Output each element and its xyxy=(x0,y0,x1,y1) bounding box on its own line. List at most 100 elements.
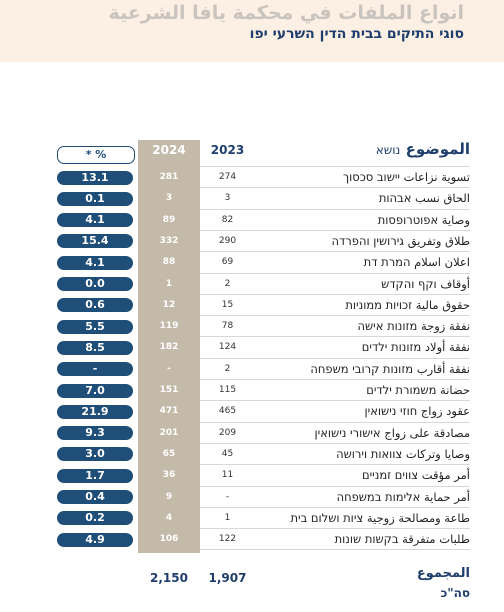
percent-pill: 15.4 xyxy=(57,234,133,249)
value-2024: 182 xyxy=(159,342,179,353)
percent-pill: 4.9 xyxy=(57,532,133,547)
value-2023: 78 xyxy=(221,321,234,332)
total-2023: 1,907 xyxy=(208,571,247,585)
value-2024: - xyxy=(167,363,171,374)
value-2024: 12 xyxy=(162,299,176,310)
value-2023: 69 xyxy=(221,257,234,268)
subject: نفقة زوجة מזונות אישה xyxy=(357,319,471,334)
percent-pill: 0.0 xyxy=(57,277,133,291)
subject: نفقة أقارب מזונות קרובי משפחה xyxy=(310,361,470,376)
row-separator xyxy=(200,485,470,487)
percent-pill: 4.1 xyxy=(57,213,133,228)
value-2024: 4 xyxy=(165,512,173,523)
row-separator xyxy=(200,506,470,508)
subject: نفقة أولاد מזונות ילדים xyxy=(361,340,470,355)
percent-pill: 4.1 xyxy=(57,255,133,270)
value-2023: 11 xyxy=(221,470,234,481)
percent-pill: 21.9 xyxy=(57,404,133,419)
row-separator xyxy=(200,293,470,295)
value-2024: 9 xyxy=(165,491,173,502)
value-2023: 2 xyxy=(224,278,231,289)
subject: وصايا وتركات צוואות וירושה xyxy=(336,446,470,461)
value-2024: 281 xyxy=(159,172,179,182)
subject: مصادقة على زواج אישורי נישואין xyxy=(314,425,470,440)
percent-pill: 9.3 xyxy=(57,426,133,441)
row-separator xyxy=(200,528,470,530)
row-separator xyxy=(200,251,470,253)
value-2024: 36 xyxy=(162,470,176,481)
value-2023: - xyxy=(225,491,230,502)
percent-pill: - xyxy=(57,362,133,377)
col-header: 2023 xyxy=(210,143,245,157)
row-separator xyxy=(200,400,470,402)
value-2023: 82 xyxy=(221,214,234,225)
row-separator xyxy=(200,464,470,466)
percent-pill: 5.5 xyxy=(57,319,133,334)
value-2023: 2 xyxy=(224,363,231,374)
value-2023: 3 xyxy=(224,193,231,204)
value-2024: 65 xyxy=(162,448,176,459)
subject: أمر حماية אלימות במשפחה xyxy=(336,489,470,504)
value-2024: 89 xyxy=(162,214,176,225)
value-2023: 209 xyxy=(218,427,237,438)
total-label-ar: المجموع xyxy=(416,566,470,581)
value-2023: 465 xyxy=(218,406,237,417)
subtitle: סוגי התיקים בבית הדין השרעי יפו xyxy=(249,26,464,42)
total-label-he: סה"כ xyxy=(440,586,470,600)
percent-pill: 0.6 xyxy=(57,298,133,313)
value-2024: 151 xyxy=(159,385,179,395)
value-2024: 88 xyxy=(162,257,176,268)
percent-header: * % xyxy=(57,146,135,164)
subject: حقوق مالية זכויות ממוניות xyxy=(345,297,470,312)
value-2023: 124 xyxy=(218,342,237,353)
row-separator xyxy=(200,379,470,380)
subject: اعلان اسلام המרת דת xyxy=(363,255,470,270)
value-2023: 115 xyxy=(218,385,237,395)
percent-pill: 0.4 xyxy=(57,490,133,504)
value-2024: 106 xyxy=(159,534,179,545)
row-separator xyxy=(200,421,470,423)
subject: طاعة ومصالحة زوجية ציות ושלום בית xyxy=(290,510,470,525)
col-header-ar: الموضوع xyxy=(405,140,470,158)
row-separator xyxy=(200,166,470,167)
value-2023: 290 xyxy=(218,235,237,246)
row-separator xyxy=(200,336,470,338)
row-separator xyxy=(200,229,470,231)
subject: حضانة משמורת ילדים xyxy=(366,383,470,397)
value-2023: 45 xyxy=(221,448,234,459)
subject: أمر مؤقت צווים זמניים xyxy=(361,468,470,483)
column-highlight xyxy=(138,140,200,553)
col-header-he: נושא xyxy=(375,143,401,157)
col-header: 2024 xyxy=(152,143,186,157)
percent-pill: 0.2 xyxy=(57,511,133,526)
value-2023: 15 xyxy=(221,299,234,310)
subject: الحاق نسب אבהות xyxy=(378,191,470,206)
header-band xyxy=(0,0,504,62)
percent-pill: 13.1 xyxy=(57,170,133,185)
col-header: الموضوع נושא xyxy=(260,140,470,158)
percent-pill: 1.7 xyxy=(57,468,133,483)
row-separator xyxy=(200,442,470,444)
value-2024: 471 xyxy=(159,406,179,417)
value-2023: 1 xyxy=(224,512,231,523)
value-2024: 201 xyxy=(159,427,179,438)
subject: طلبات متفرقة בקשות שונות xyxy=(334,532,470,547)
row-separator xyxy=(200,549,470,551)
value-2023: 122 xyxy=(218,534,237,545)
value-2023: 274 xyxy=(218,172,237,182)
value-2024: 3 xyxy=(165,193,173,204)
subject: طلاق وتفريق גירושין והפרדה xyxy=(331,233,470,248)
value-2024: 332 xyxy=(159,235,179,246)
percent-pill: 0.1 xyxy=(57,191,133,206)
subject: عقود زواج חוזי נישואין xyxy=(364,404,470,419)
row-separator xyxy=(200,187,470,189)
row-separator xyxy=(200,315,470,317)
row-separator xyxy=(200,208,470,210)
percent-pill: 8.5 xyxy=(57,340,133,355)
value-2024: 119 xyxy=(159,321,179,332)
total-2024: 2,150 xyxy=(150,571,188,585)
percent-pill: 3.0 xyxy=(57,447,133,462)
value-2024: 1 xyxy=(165,278,173,289)
row-separator xyxy=(200,272,470,274)
